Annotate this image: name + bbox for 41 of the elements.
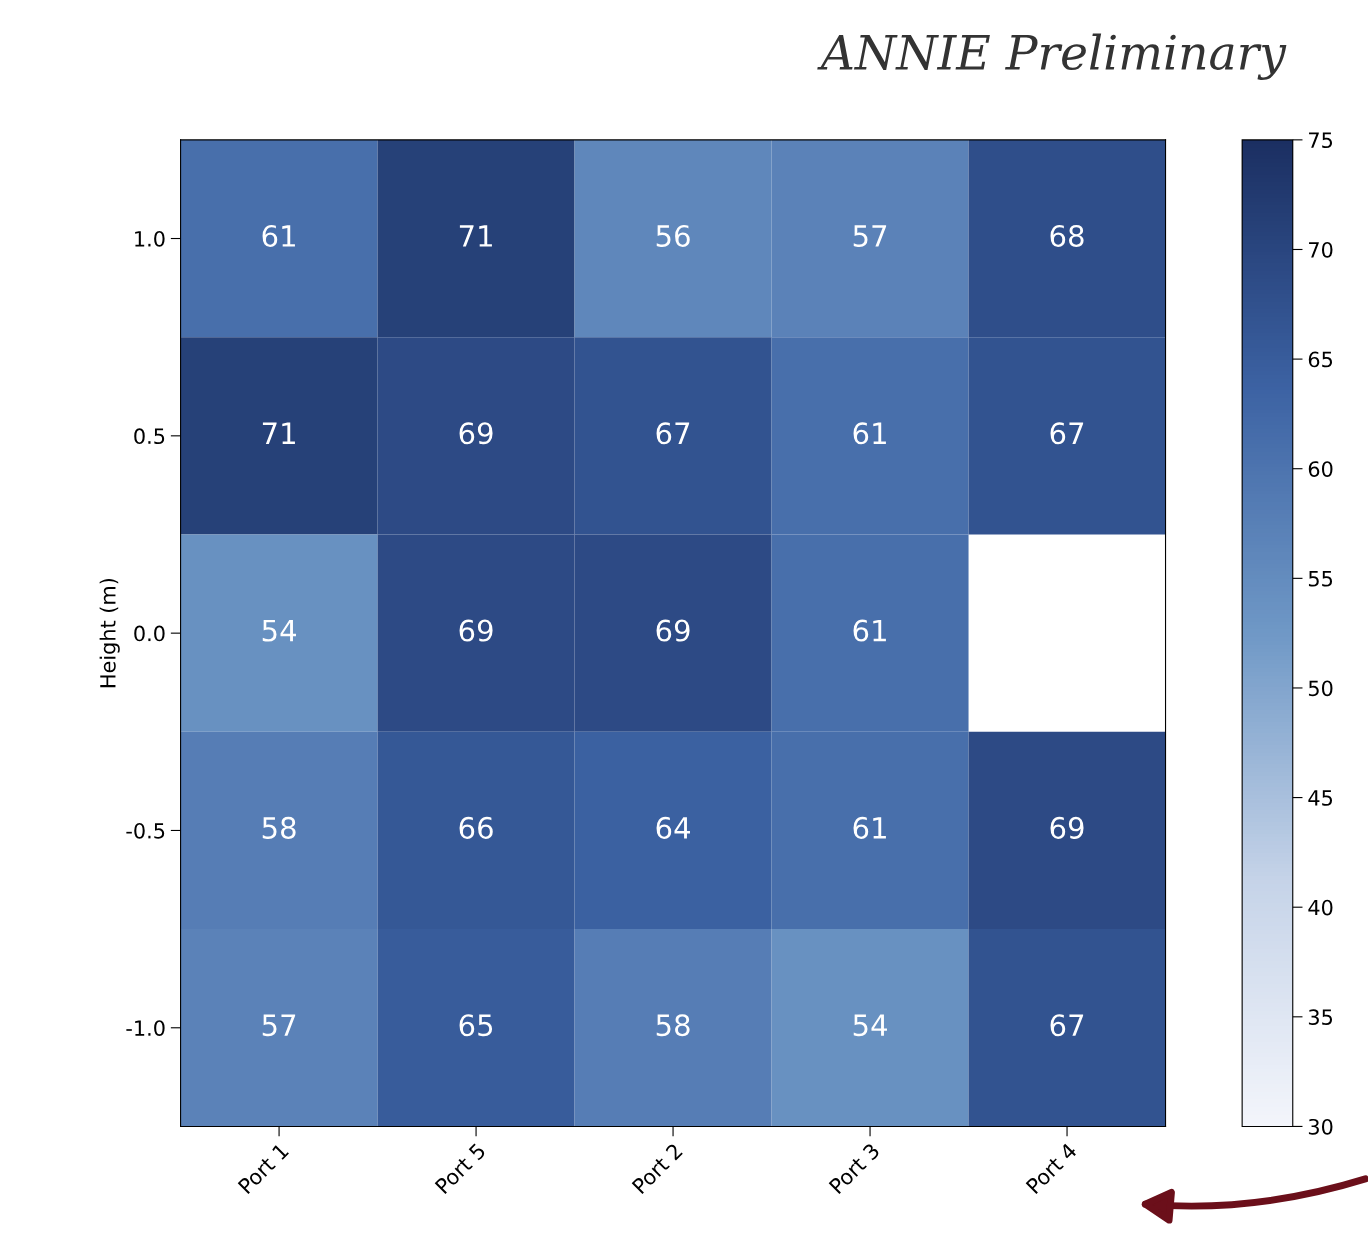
chart-title: ANNIE Preliminary (817, 33, 1287, 80)
color-bar-label: 70 (1309, 241, 1333, 258)
data-label: 68 (1050, 224, 1084, 247)
data-label: 56 (656, 224, 690, 247)
color-bar-label: 35 (1308, 1009, 1333, 1026)
color-bar-label: 65 (1308, 351, 1333, 368)
data-label: 58 (262, 816, 296, 839)
data-label: 58 (656, 1014, 690, 1037)
data-label: 57 (853, 225, 887, 247)
data-label: 54 (853, 1014, 887, 1037)
data-label: 69 (1050, 816, 1084, 839)
data-label: 67 (1050, 1014, 1084, 1037)
color-bar-label: 75 (1309, 132, 1333, 149)
y-tick-label: -0.5 (126, 822, 165, 839)
color-bar-label: 45 (1308, 790, 1333, 806)
data-label: 54 (262, 619, 296, 642)
color-bar-label: 60 (1308, 461, 1333, 477)
data-label: 69 (459, 422, 493, 445)
data-label: 69 (459, 619, 493, 642)
y-tick-label: -1.0 (126, 1020, 165, 1036)
data-label: 64 (656, 816, 690, 839)
y-tick-label: 0.0 (134, 625, 165, 642)
data-label: 69 (656, 619, 690, 642)
data-label: 61 (853, 619, 886, 642)
y-tick-label: 1.0 (135, 230, 165, 247)
data-label: 57 (262, 1014, 296, 1037)
data-label: 61 (853, 816, 886, 839)
y-axis-title: Height (m) (99, 578, 120, 688)
data-label: 67 (656, 422, 690, 445)
color-bar-label: 40 (1308, 899, 1333, 916)
data-label: 61 (262, 224, 295, 247)
data-label: 71 (459, 225, 492, 247)
color-bar-label: 30 (1308, 1118, 1333, 1135)
data-label: 71 (262, 422, 295, 444)
data-label: 66 (459, 816, 493, 839)
color-bar-label: 55 (1308, 571, 1333, 587)
data-label: 61 (853, 422, 886, 445)
data-label: 67 (1050, 422, 1084, 445)
data-label: 65 (459, 1014, 493, 1037)
color-bar-label: 50 (1308, 680, 1333, 697)
y-tick-label: 0.5 (134, 428, 165, 445)
